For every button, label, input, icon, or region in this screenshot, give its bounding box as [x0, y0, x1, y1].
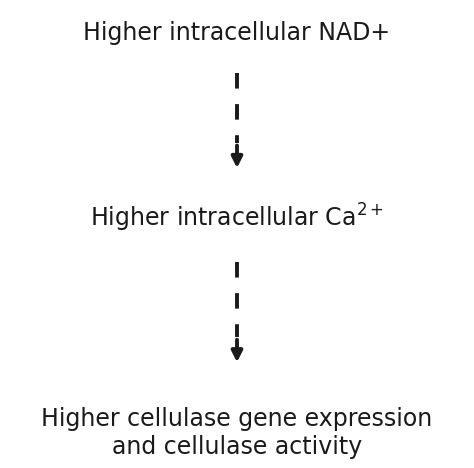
Text: Higher intracellular Ca$^{2+}$: Higher intracellular Ca$^{2+}$ — [90, 202, 384, 234]
Text: Higher intracellular NAD+: Higher intracellular NAD+ — [83, 21, 391, 45]
Text: Higher cellulase gene expression
and cellulase activity: Higher cellulase gene expression and cel… — [41, 407, 433, 459]
